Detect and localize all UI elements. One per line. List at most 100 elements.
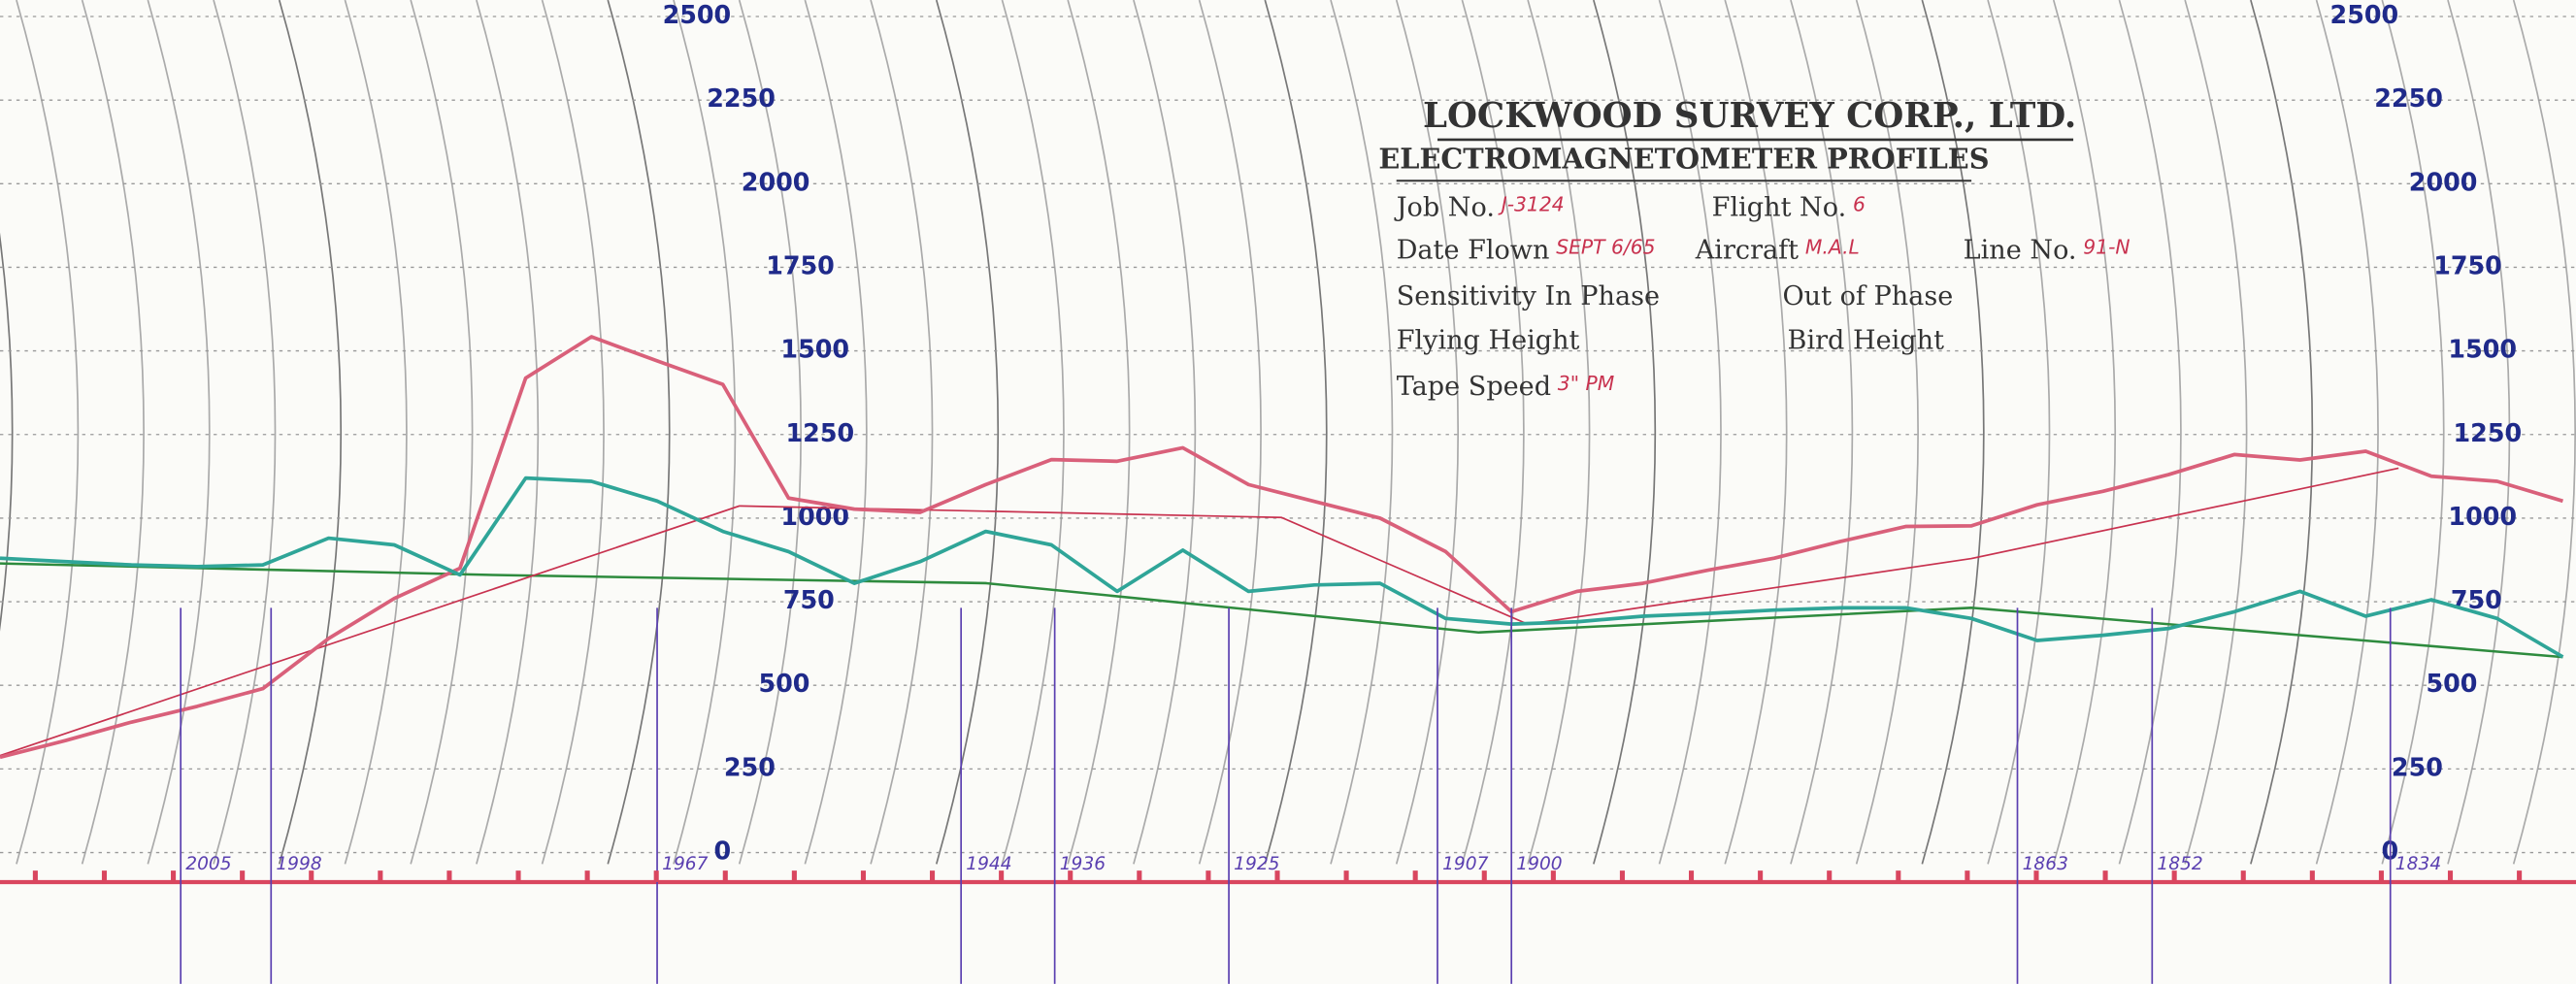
time-arc	[1527, 0, 1591, 865]
field-label: Bird Height	[1788, 326, 1945, 356]
fiducial-tick	[1758, 870, 1764, 882]
fiducial-tick	[2517, 870, 2523, 882]
time-arc	[1658, 0, 1722, 865]
time-arc	[344, 0, 408, 865]
fiducial-tick	[2102, 870, 2108, 882]
time-arc	[2447, 0, 2511, 865]
fiducial-label: 1834	[2395, 854, 2441, 874]
fiducial-tick	[1205, 870, 1211, 882]
time-arc	[607, 0, 671, 865]
time-arc	[278, 0, 342, 865]
time-arc	[81, 0, 145, 865]
time-arc	[1724, 0, 1788, 865]
out-phase-baseline	[0, 562, 2563, 659]
y-tick-label: 2250	[2374, 83, 2443, 113]
y-tick-label: 0	[714, 836, 732, 866]
fiducial-tick	[32, 870, 38, 882]
y-tick-label: 1250	[2454, 418, 2523, 447]
fiducial-label: 1944	[966, 854, 1011, 874]
grid: 0025025050050075075010001000125012501500…	[0, 0, 2576, 866]
y-tick-label: 1250	[786, 418, 855, 447]
fiducial-tick	[101, 870, 108, 882]
fiducial-tick	[1896, 870, 1901, 882]
field-label: Flying Height	[1397, 326, 1580, 356]
time-arc	[147, 0, 211, 865]
fiducial-label: 1852	[2157, 854, 2202, 874]
y-tick-label: 1500	[2448, 335, 2517, 364]
time-arc	[1198, 0, 1262, 865]
fiducial-tick	[171, 870, 177, 882]
time-arc	[1593, 0, 1657, 865]
fiducial-tick	[1343, 870, 1349, 882]
fiducial-label: 1998	[276, 854, 322, 874]
in-phase-baseline	[0, 467, 2399, 757]
header-block: LOCKWOOD SURVEY CORP., LTD. ELECTROMAGNE…	[1378, 96, 2130, 402]
profile-line	[0, 335, 2563, 760]
time-arc	[1133, 0, 1197, 865]
time-arc	[1001, 0, 1065, 865]
time-arc	[1067, 0, 1131, 865]
field-label: Flight No.	[1712, 193, 1846, 223]
fiducial-tick	[1068, 870, 1073, 882]
y-tick-label: 2000	[2409, 167, 2478, 196]
time-arc	[2512, 0, 2576, 865]
time-arc	[1395, 0, 1459, 865]
fiducial-label: 1900	[1516, 854, 1562, 874]
fiducial-tick	[1412, 870, 1418, 882]
header-title: LOCKWOOD SURVEY CORP., LTD.	[1423, 96, 2076, 136]
y-tick-label: 750	[783, 585, 835, 614]
fiducial-label: 1863	[2023, 854, 2068, 874]
fiducial-tick	[860, 870, 867, 882]
fiducial-tick	[2240, 870, 2246, 882]
field-value: 6	[1853, 193, 1866, 216]
time-arc	[1264, 0, 1328, 865]
fiducial-tick	[791, 870, 797, 882]
time-arc	[935, 0, 1000, 865]
y-tick-label: 2500	[663, 0, 732, 29]
fiducial-tick	[722, 870, 728, 882]
fiducial-tick	[1550, 870, 1556, 882]
y-tick-label: 1750	[766, 250, 835, 279]
field-value: 91-N	[2083, 236, 2130, 259]
profile-line	[0, 476, 2564, 659]
time-arc	[2315, 0, 2379, 865]
field-label: Sensitivity In Phase	[1397, 281, 1660, 312]
fiducial-label: 2005	[185, 854, 231, 874]
y-tick-label: 750	[2451, 585, 2502, 614]
y-tick-label: 250	[2392, 752, 2443, 781]
fiducial-label: 1936	[1060, 854, 1106, 874]
fiducial-tick	[2309, 870, 2315, 882]
field-value: J-3124	[1498, 193, 1565, 216]
fiducial-label: 1967	[662, 854, 709, 874]
plot: 2005 1998 1967 1944 1936 1925 1907 1900 1863 1852…	[0, 335, 2564, 984]
fiducial-tick	[1619, 870, 1625, 882]
field-label: Line No.	[1964, 236, 2077, 266]
chart-arcs	[0, 0, 2576, 865]
fiducial-tick	[1827, 870, 1833, 882]
fiducial-tick	[1481, 870, 1487, 882]
field-label: Out of Phase	[1782, 281, 1953, 312]
fiducial-tick	[2378, 870, 2384, 882]
time-arc	[1790, 0, 1854, 865]
time-arc	[673, 0, 737, 865]
y-tick-label: 1500	[780, 335, 849, 364]
header-subtitle: ELECTROMAGNETOMETER PROFILES	[1378, 142, 1989, 175]
y-tick-label: 2000	[742, 167, 810, 196]
time-arc	[476, 0, 540, 865]
time-arc	[2184, 0, 2248, 865]
time-arc	[738, 0, 802, 865]
fiducial-tick	[653, 870, 659, 882]
y-tick-label: 2500	[2330, 0, 2399, 29]
fiducial-tick	[2447, 870, 2454, 882]
field-label: Job No.	[1394, 193, 1495, 223]
time-arc	[1461, 0, 1525, 865]
time-arc	[1330, 0, 1394, 865]
y-tick-label: 250	[724, 752, 776, 781]
time-arc	[541, 0, 605, 865]
y-tick-label: 2250	[707, 83, 776, 113]
y-tick-label: 1750	[2433, 250, 2502, 279]
time-arc	[804, 0, 868, 865]
field-value: 3" PM	[1558, 372, 1614, 395]
